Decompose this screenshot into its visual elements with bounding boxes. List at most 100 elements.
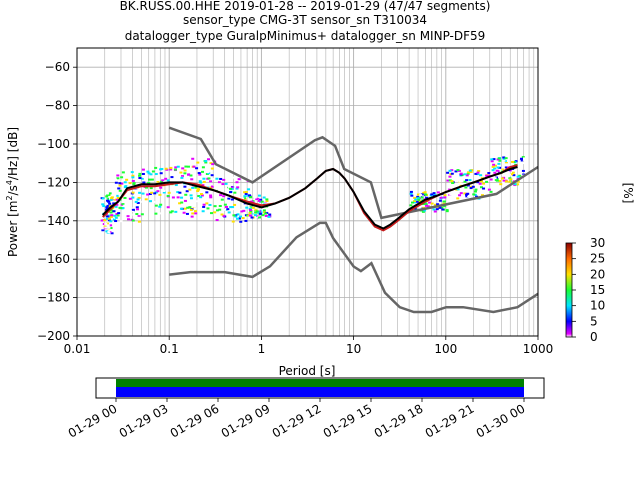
density-cell [466,172,470,175]
density-cell [227,185,231,188]
density-cell [448,175,452,178]
density-cell [182,211,186,214]
density-cell [112,210,116,213]
title-line-1: BK.RUSS.00.HHE 2019-01-28 -- 2019-01-29 … [120,0,491,13]
density-cell [185,212,189,215]
density-cell [135,213,139,216]
density-cell [105,230,109,233]
x-tick-label: 10 [346,342,361,356]
density-cell [119,207,123,210]
density-cell [213,205,217,208]
density-cell [194,212,198,215]
density-cell [145,174,149,177]
density-cell [507,164,511,167]
density-cell [169,168,173,171]
density-cell [497,162,501,165]
density-cell [516,183,520,186]
density-cell [443,194,447,197]
density-cell [261,214,265,217]
density-cell [110,196,114,199]
density-cell [244,192,248,195]
density-cell [446,171,450,174]
density-cell [465,179,469,182]
timeline-tick-label: 01-29 03 [117,401,171,440]
density-cell [200,194,204,197]
density-cell [179,171,183,174]
density-cell [496,158,500,161]
density-cell [105,192,109,195]
density-cell [105,207,109,210]
density-cell [485,174,489,177]
density-cell [105,217,109,220]
density-cell [463,192,467,195]
density-cell [249,206,253,209]
density-cell [231,208,235,211]
density-cell [204,160,208,163]
density-cell [131,191,135,194]
density-cell [446,179,450,182]
density-cell [508,177,512,180]
density-cell [461,189,465,192]
density-cell [253,201,257,204]
mean-curve-line [101,166,518,230]
density-cell [489,178,493,181]
density-cell [136,208,140,211]
density-cell [244,219,248,222]
density-cell [260,207,264,210]
density-cell [150,178,154,181]
density-cell [517,159,521,162]
density-cell [414,198,418,201]
y-axis-label-part-2: /s [6,185,20,195]
density-cell [149,173,153,176]
density-cell [105,222,109,225]
density-cell [248,214,252,217]
density-cell [471,185,475,188]
density-cell [241,217,245,220]
density-cell [504,162,508,165]
density-cell [207,158,211,161]
density-cell [205,202,209,205]
density-cell [426,205,430,208]
density-cell [144,186,148,189]
density-cell [140,177,144,180]
density-cell [438,199,442,202]
density-cell [218,208,222,211]
density-cell [189,174,193,177]
density-cell [233,208,237,211]
density-cell [210,174,214,177]
density-cell [105,195,109,198]
density-cell [206,171,210,174]
density-cell [151,170,155,173]
density-cell [476,173,480,176]
density-cell [105,199,109,202]
density-cell [448,169,452,172]
density-cell [141,200,145,203]
density-cell [183,169,187,172]
density-cell [120,176,124,179]
density-cell [116,177,120,180]
density-cell [189,208,193,211]
ppsd-plot: 0.01 0.1 1 10 100 1000 −200 −180 −160 −140 −120 −1… [5,47,553,378]
density-cell [104,222,108,225]
density-cell [451,181,455,184]
density-cell [467,171,471,174]
density-cell [468,179,472,182]
density-cell [259,198,263,201]
density-cell [176,165,180,168]
density-cell [250,216,254,219]
density-cell [174,184,178,187]
density-cell [258,212,262,215]
density-cell [196,161,200,164]
density-cell [493,167,497,170]
density-cell [493,177,497,180]
density-cell [221,183,225,186]
density-cell [190,178,194,181]
density-cell [464,186,468,189]
density-cell [248,209,252,212]
density-cell [101,203,105,206]
density-cell [109,193,113,196]
density-cell [167,191,171,194]
density-cell [112,218,116,221]
density-cell [159,168,163,171]
density-cell [188,188,192,191]
